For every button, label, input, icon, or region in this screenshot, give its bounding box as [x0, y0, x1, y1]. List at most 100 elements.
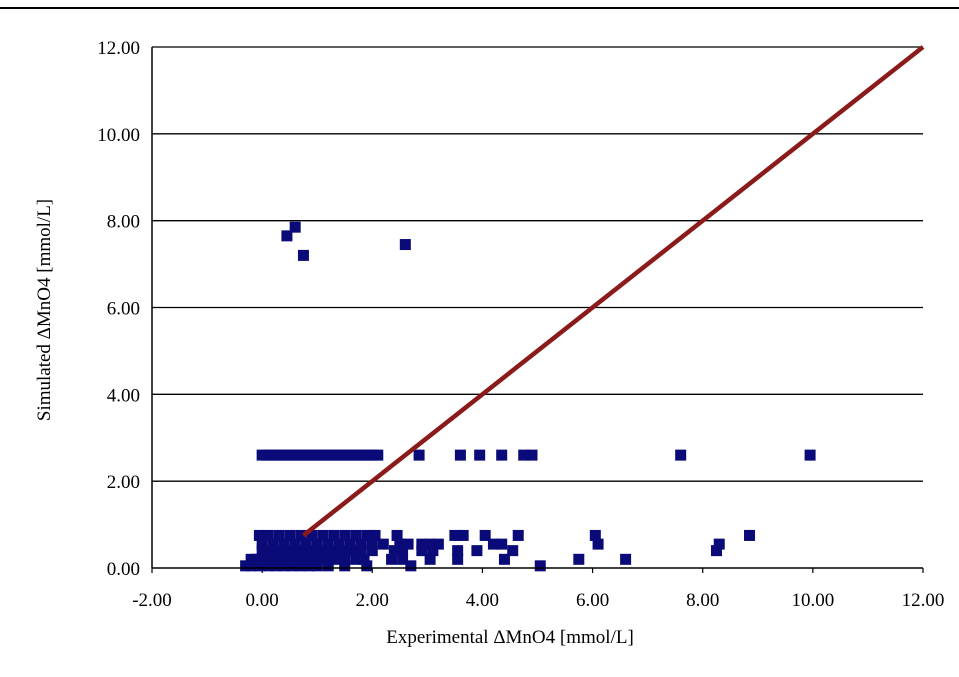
data-point — [413, 449, 425, 461]
data-point — [295, 553, 307, 565]
data-point — [339, 560, 351, 572]
data-point — [339, 553, 351, 565]
data-point — [306, 545, 318, 557]
data-point — [262, 553, 274, 565]
data-point — [366, 449, 378, 461]
data-point — [339, 529, 351, 541]
data-point — [295, 449, 307, 461]
data-point — [339, 449, 351, 461]
gridlines — [152, 46, 923, 482]
data-point — [350, 553, 362, 565]
data-point — [361, 449, 373, 461]
data-point — [278, 560, 290, 572]
data-point — [317, 529, 329, 541]
data-point — [322, 545, 334, 557]
data-point — [432, 538, 444, 550]
data-point — [256, 545, 268, 557]
data-point — [262, 449, 274, 461]
data-point — [427, 545, 439, 557]
data-point — [405, 560, 417, 572]
data-point — [253, 560, 265, 572]
data-point — [355, 545, 367, 557]
data-point — [804, 449, 816, 461]
data-point — [267, 538, 279, 550]
data-point — [496, 538, 508, 550]
data-point — [273, 449, 285, 461]
data-point — [474, 449, 486, 461]
data-point — [355, 449, 367, 461]
one-to-one-line — [302, 45, 925, 538]
data-point — [284, 449, 296, 461]
reference-line — [302, 45, 925, 538]
data-point — [273, 553, 285, 565]
x-tick-label: 12.00 — [902, 590, 945, 611]
x-tick-label: 2.00 — [356, 590, 389, 611]
data-point — [273, 529, 285, 541]
data-point — [589, 529, 601, 541]
data-point — [289, 538, 301, 550]
data-point — [281, 545, 293, 557]
data-point — [388, 545, 400, 557]
data-point — [306, 553, 318, 565]
x-tick-label: 10.00 — [791, 590, 834, 611]
data-point — [498, 553, 510, 565]
data-point — [300, 449, 312, 461]
y-tick-label: 0.00 — [107, 559, 140, 580]
data-point — [479, 529, 491, 541]
data-point — [311, 560, 323, 572]
data-point — [278, 553, 290, 565]
x-axis-title: Experimental ΔMnO4 [mmol/L] — [386, 627, 634, 648]
data-point — [350, 529, 362, 541]
data-point — [262, 529, 274, 541]
data-point — [399, 239, 411, 251]
data-point — [317, 449, 329, 461]
data-point — [273, 545, 285, 557]
data-point — [620, 553, 632, 565]
data-points — [240, 221, 816, 572]
data-point — [284, 529, 296, 541]
data-point — [344, 538, 356, 550]
data-point — [270, 560, 282, 572]
data-point — [289, 545, 301, 557]
y-axis-title: Simulated ΔMnO4 [mmol/L] — [34, 199, 55, 421]
data-point — [245, 553, 257, 565]
data-point — [487, 538, 499, 550]
data-point — [300, 553, 312, 565]
data-point — [240, 560, 252, 572]
y-tick-label: 10.00 — [97, 125, 140, 146]
data-point — [377, 538, 389, 550]
data-point — [386, 553, 398, 565]
data-point — [322, 560, 334, 572]
data-point — [295, 560, 307, 572]
data-point — [256, 553, 268, 565]
data-point — [391, 529, 403, 541]
data-point — [311, 449, 323, 461]
data-point — [366, 538, 378, 550]
data-point — [358, 553, 370, 565]
data-point — [416, 545, 428, 557]
data-point — [333, 449, 345, 461]
data-point — [306, 449, 318, 461]
data-point — [592, 538, 604, 550]
data-point — [452, 553, 464, 565]
data-point — [534, 560, 546, 572]
data-point — [322, 538, 334, 550]
data-point — [366, 545, 378, 557]
data-point — [289, 221, 301, 233]
data-point — [471, 545, 483, 557]
data-point — [675, 449, 687, 461]
data-point — [424, 538, 436, 550]
data-point — [322, 449, 334, 461]
data-point — [278, 449, 290, 461]
data-point — [710, 545, 722, 557]
data-point — [330, 553, 342, 565]
data-point — [402, 538, 414, 550]
data-point — [251, 553, 263, 565]
data-point — [306, 529, 318, 541]
data-point — [394, 538, 406, 550]
data-point — [267, 553, 279, 565]
data-point — [744, 529, 756, 541]
data-point — [361, 560, 373, 572]
data-point — [333, 538, 345, 550]
